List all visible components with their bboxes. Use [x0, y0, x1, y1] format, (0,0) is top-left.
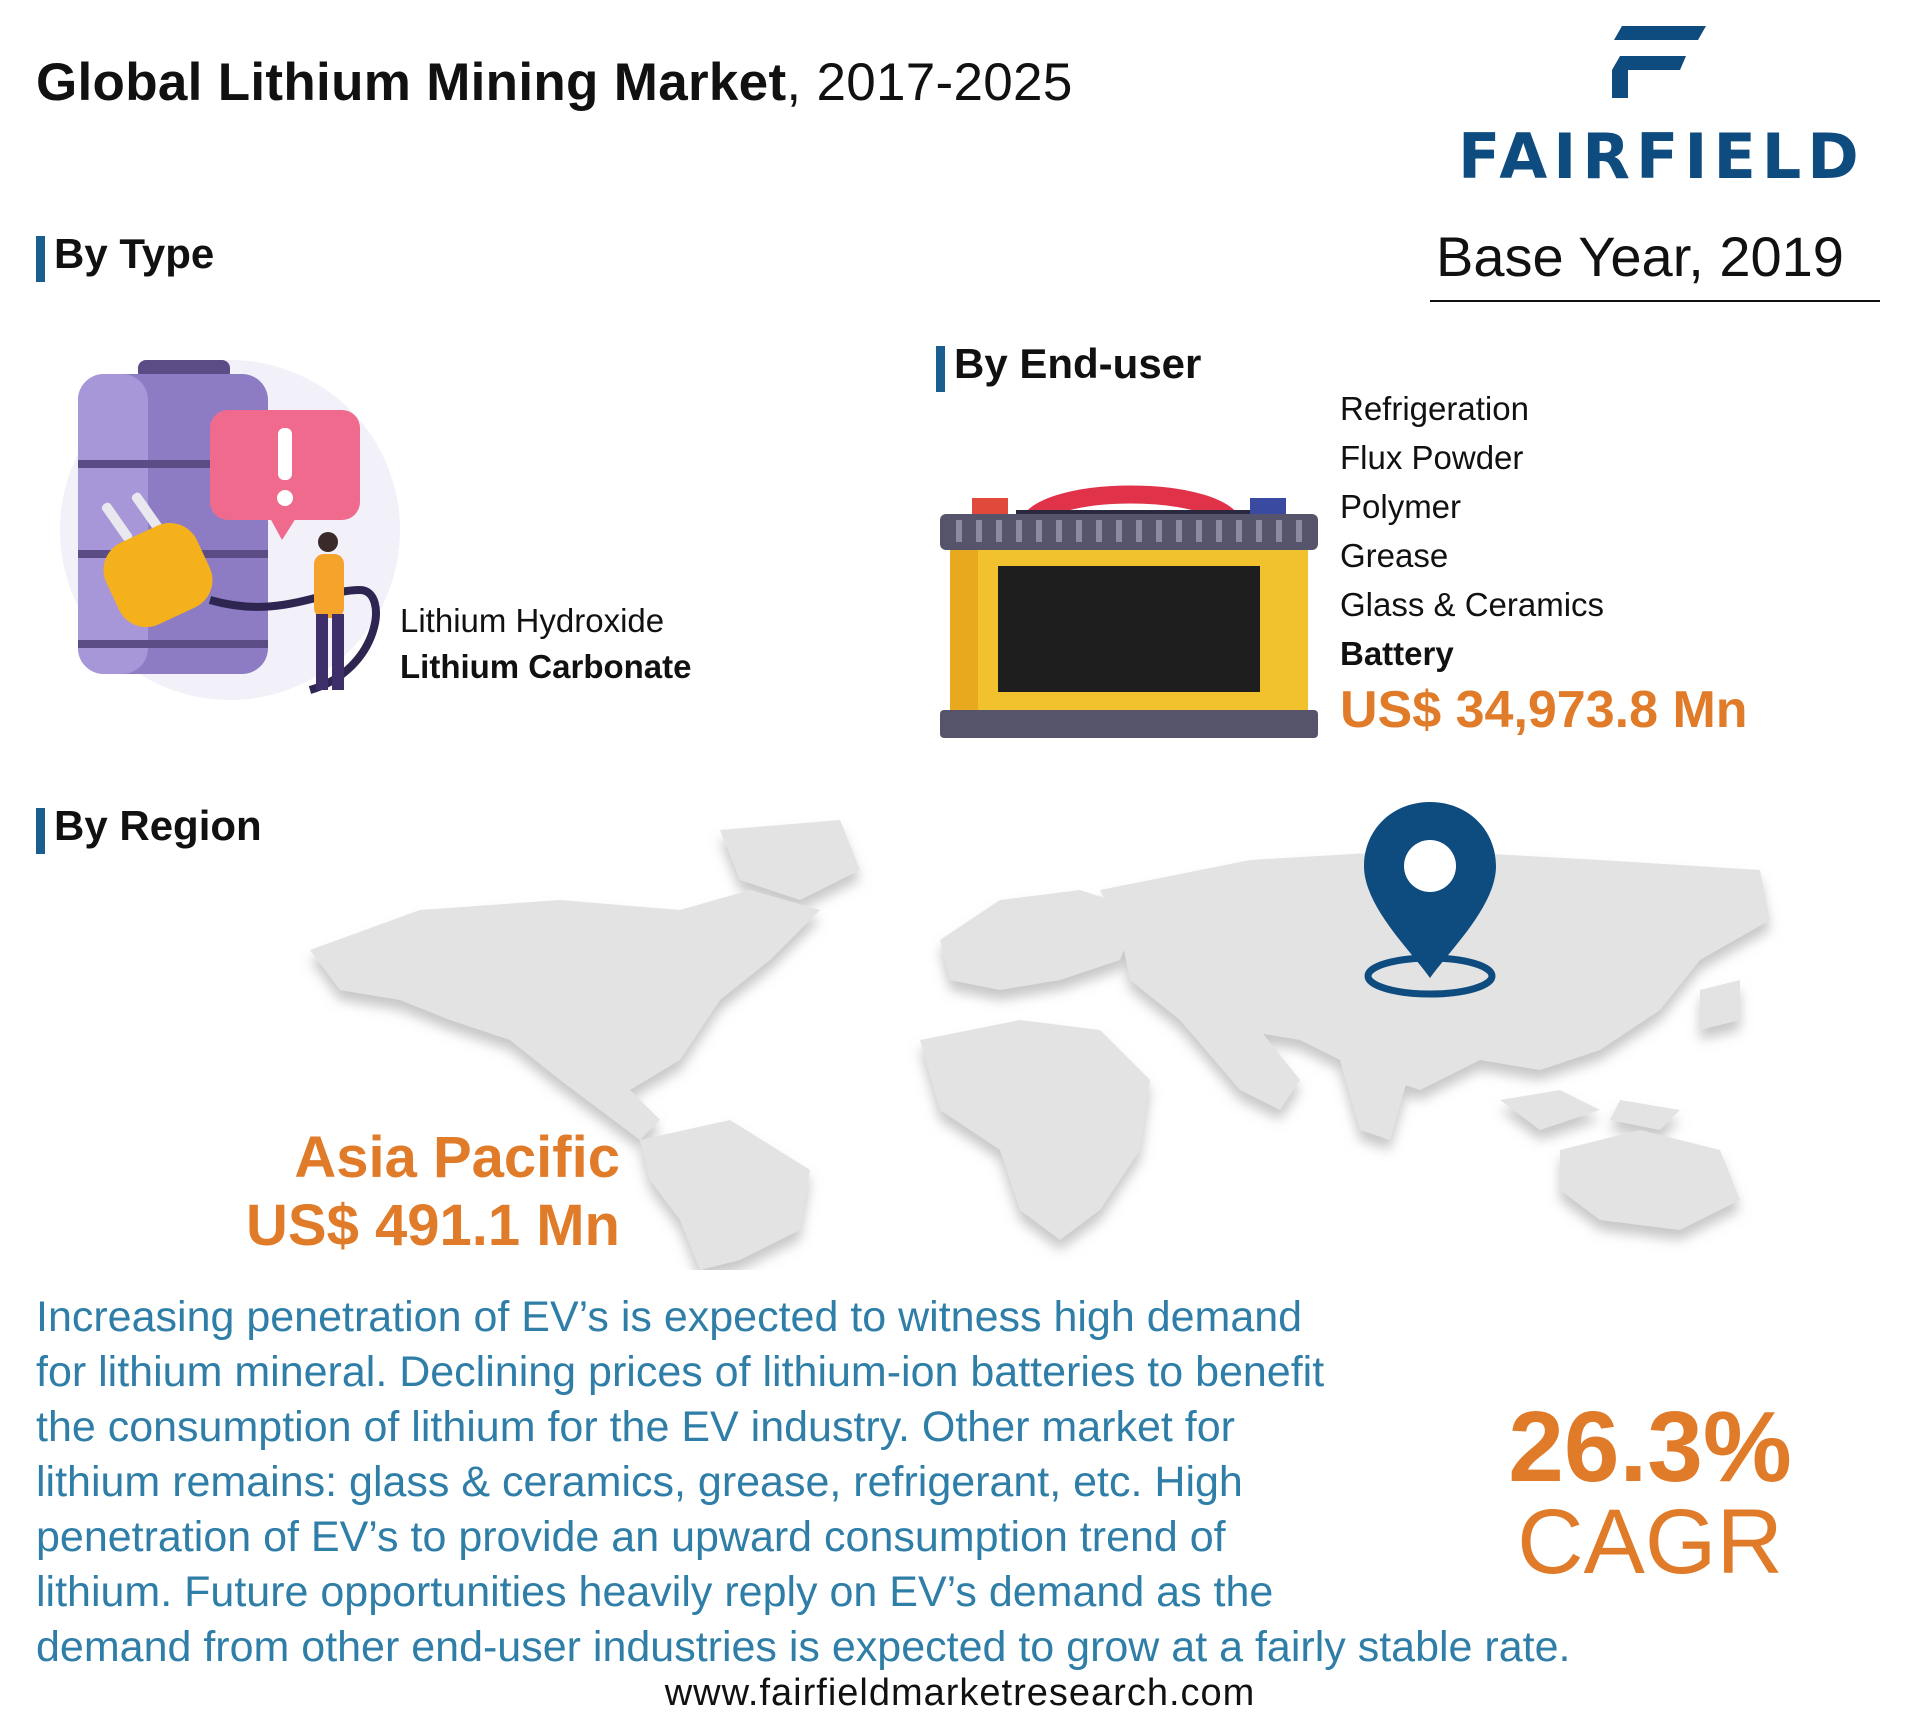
summary-line: lithium. Future opportunities heavily re…: [36, 1568, 1274, 1616]
end-user-item-battery: Battery: [1340, 635, 1454, 672]
title-years: , 2017-2025: [786, 53, 1073, 112]
type-list: Lithium Hydroxide Lithium Carbonate: [400, 598, 692, 690]
page-title: Global Lithium Mining Market, 2017-2025: [36, 52, 1073, 113]
summary-line: penetration of EV’s to provide an upward…: [36, 1513, 1226, 1561]
cagr-value: 26.3%: [1508, 1391, 1792, 1503]
base-year: Base Year, 2019: [1436, 225, 1844, 288]
end-user-item-polymer: Polymer: [1340, 488, 1462, 525]
summary-line: Increasing penetration of EV’s is expect…: [36, 1293, 1303, 1341]
end-user-item-refrigeration: Refrigeration: [1340, 390, 1529, 427]
section-heading-type: By Type: [36, 230, 214, 282]
end-user-battery-value: US$ 34,973.8 Mn: [1340, 681, 1748, 739]
summary-line: the consumption of lithium for the EV in…: [36, 1403, 1235, 1451]
type-item-carbonate: Lithium Carbonate: [400, 648, 692, 685]
fairfield-logo-text: FAIRFIELD: [1458, 120, 1865, 193]
battery-warning-illustration: [60, 360, 400, 700]
end-user-item-grease: Grease: [1340, 537, 1449, 574]
summary-paragraph: Increasing penetration of EV’s is expect…: [36, 1290, 1836, 1675]
location-pin-icon: [1364, 802, 1496, 998]
summary-line: demand from other end-user industries is…: [36, 1623, 1571, 1671]
summary-line: for lithium mineral. Declining prices of…: [36, 1348, 1325, 1396]
section-heading-end-user: By End-user: [936, 340, 1201, 392]
summary-line: lithium remains: glass & ceramics, greas…: [36, 1458, 1243, 1506]
section-heading-region: By Region: [36, 802, 262, 854]
region-name: Asia Pacific: [294, 1125, 620, 1190]
base-year-underline: [1430, 300, 1880, 302]
end-user-item-glass-ceramics: Glass & Ceramics: [1340, 586, 1605, 623]
type-item-hydroxide: Lithium Hydroxide: [400, 602, 665, 639]
region-value: US$ 491.1 Mn: [246, 1193, 620, 1258]
fairfield-logo-icon: [1612, 26, 1706, 98]
end-user-list: Refrigeration Flux Powder Polymer Grease…: [1340, 384, 1604, 678]
car-battery-illustration: [940, 485, 1318, 738]
footer-url: www.fairfieldmarketresearch.com: [664, 1672, 1256, 1714]
cagr-label: CAGR: [1517, 1491, 1783, 1593]
title-main: Global Lithium Mining Market: [36, 53, 787, 112]
end-user-item-flux-powder: Flux Powder: [1340, 439, 1524, 476]
